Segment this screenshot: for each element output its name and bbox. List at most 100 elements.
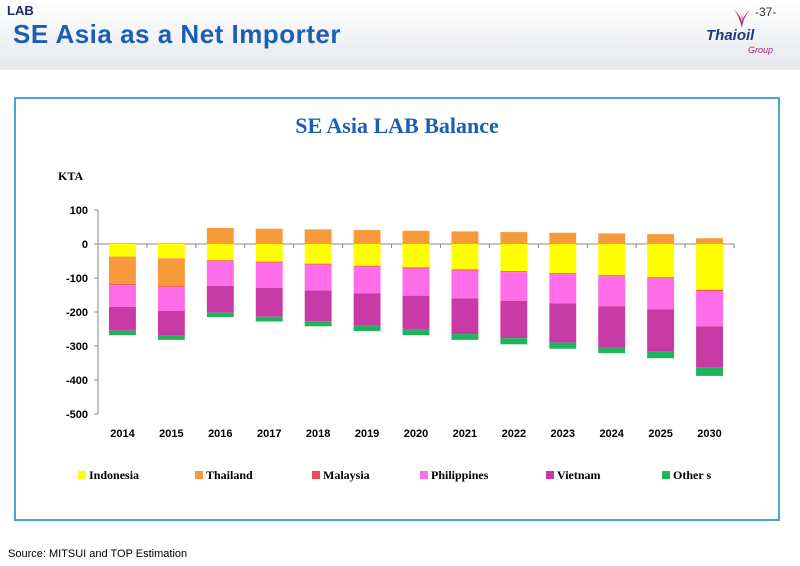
x-tick-label: 2030 [697, 428, 721, 440]
legend-label-philippines: Philippines [431, 468, 489, 482]
x-tick-label: 2022 [502, 428, 526, 440]
bar-other-2020 [402, 329, 430, 336]
section-tag: LAB [7, 3, 34, 18]
bar-malaysia-2016 [206, 260, 234, 262]
bar-philippines-2019 [353, 266, 381, 294]
bar-malaysia-2017 [255, 261, 283, 263]
bar-vietnam-2014 [109, 306, 136, 331]
bar-malaysia-2020 [402, 267, 430, 269]
y-tick-label: 100 [70, 205, 88, 217]
bar-other-2023 [549, 342, 577, 349]
x-tick-label: 2014 [110, 428, 135, 440]
chart-frame: SE Asia LAB Balance KTA 100 0 -100 -200 -300 -4… [14, 97, 780, 521]
bar-vietnam-2018 [304, 290, 332, 322]
legend-swatch-malaysia [312, 471, 320, 479]
bar-vietnam-2023 [549, 303, 577, 343]
bar-other-2014 [109, 330, 136, 336]
page-title: SE Asia as a Net Importer [13, 19, 341, 49]
bar-malaysia-2024 [598, 275, 626, 277]
bar-philippines-2017 [255, 262, 283, 288]
bar-thailand-2030 [696, 238, 723, 244]
y-tick-label: -100 [66, 273, 88, 285]
bar-malaysia-2021 [451, 269, 479, 271]
y-tick-label: -300 [66, 341, 88, 353]
bar-indonesia-2017 [255, 244, 283, 262]
page-number: -37- [755, 5, 777, 19]
bar-vietnam-2030 [696, 326, 723, 368]
bar-thailand-2021 [451, 231, 479, 244]
bar-thailand-2018 [304, 229, 332, 244]
x-tick-label: 2021 [453, 428, 477, 440]
bar-indonesia-2018 [304, 244, 332, 264]
bar-malaysia-2018 [304, 263, 332, 265]
bar-philippines-2020 [402, 268, 430, 296]
bar-vietnam-2022 [500, 300, 528, 339]
y-tick-label: 0 [82, 239, 88, 251]
bar-thailand-2024 [598, 233, 626, 244]
bar-other-2024 [598, 347, 626, 354]
bar-indonesia-2030 [696, 244, 723, 290]
bar-philippines-2014 [109, 285, 136, 307]
bar-vietnam-2015 [157, 310, 185, 336]
bar-indonesia-2014 [109, 244, 136, 257]
x-tick-label: 2018 [306, 428, 330, 440]
bar-philippines-2016 [206, 261, 234, 286]
bar-malaysia-2019 [353, 265, 381, 267]
legend-swatch-vietnam [546, 471, 554, 479]
bar-other-2015 [157, 335, 185, 340]
legend-label-other: Other s [673, 468, 711, 482]
bar-malaysia-2023 [549, 273, 577, 275]
bar-indonesia-2024 [598, 244, 626, 276]
chart-title: SE Asia LAB Balance [295, 113, 499, 138]
bar-thailand-2014 [109, 256, 136, 285]
bar-philippines-2022 [500, 272, 528, 301]
x-tick-label: 2025 [648, 428, 672, 440]
legend-label-vietnam: Vietnam [557, 468, 601, 482]
bar-philippines-2025 [647, 278, 675, 310]
y-tick-label: -500 [66, 409, 88, 421]
bar-vietnam-2019 [353, 293, 381, 326]
x-tick-label: 2015 [159, 428, 183, 440]
bar-vietnam-2016 [206, 285, 234, 313]
bar-vietnam-2024 [598, 306, 626, 348]
x-tick-label: 2019 [355, 428, 379, 440]
bar-thailand-2023 [549, 232, 577, 244]
bar-malaysia-2014 [109, 284, 136, 286]
legend-swatch-thailand [195, 471, 203, 479]
bar-malaysia-2030 [696, 289, 723, 292]
bar-indonesia-2023 [549, 244, 577, 274]
x-tick-label: 2016 [208, 428, 232, 440]
x-tick-label: 2023 [551, 428, 575, 440]
bar-other-2019 [353, 325, 381, 332]
bar-philippines-2015 [157, 287, 185, 311]
bar-philippines-2018 [304, 264, 332, 291]
bar-other-2017 [255, 316, 283, 322]
source-note: Source: MITSUI and TOP Estimation [8, 548, 188, 560]
bar-philippines-2023 [549, 274, 577, 304]
legend-label-malaysia: Malaysia [323, 468, 370, 482]
y-tick-label: -200 [66, 307, 88, 319]
bar-philippines-2024 [598, 276, 626, 307]
bar-indonesia-2025 [647, 244, 675, 278]
legend-swatch-other [662, 471, 670, 479]
bar-malaysia-2025 [647, 277, 675, 279]
legend-label-indonesia: Indonesia [89, 468, 139, 482]
y-axis-unit-label: KTA [58, 169, 83, 183]
bar-other-2016 [206, 312, 234, 318]
header-bar [0, 0, 800, 70]
bar-other-2022 [500, 338, 528, 345]
bar-indonesia-2019 [353, 244, 381, 266]
bar-indonesia-2020 [402, 244, 430, 268]
logo-sub: Group [748, 45, 774, 55]
x-tick-label: 2024 [599, 428, 624, 440]
bar-indonesia-2016 [206, 244, 234, 261]
bar-vietnam-2017 [255, 287, 283, 317]
bar-thailand-2025 [647, 234, 675, 244]
x-tick-label: 2017 [257, 428, 281, 440]
bar-malaysia-2022 [500, 271, 528, 273]
bar-thailand-2017 [255, 228, 283, 244]
bar-other-2025 [647, 351, 675, 359]
bar-vietnam-2020 [402, 295, 430, 330]
bar-thailand-2016 [206, 228, 234, 244]
bar-indonesia-2022 [500, 244, 528, 272]
